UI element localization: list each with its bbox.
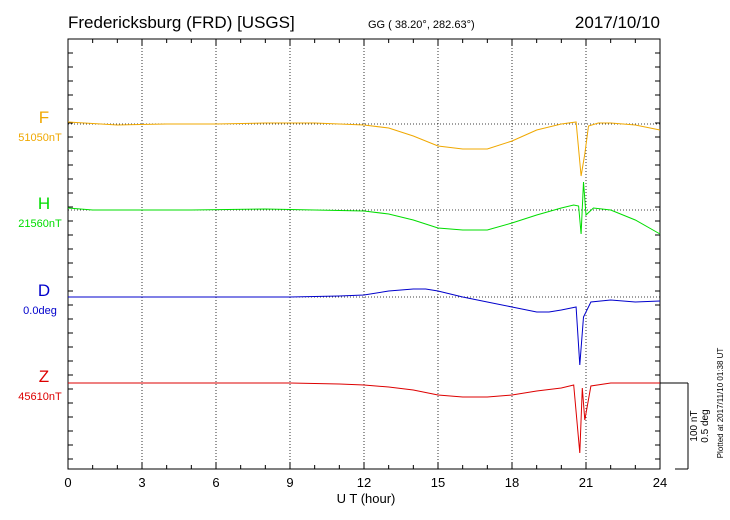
series-labels: F 51050nT H 21560nT D 0.0deg Z 45610nT [18, 108, 62, 403]
series-name-f: F [39, 108, 49, 127]
station-title: Fredericksburg (FRD) [USGS] [68, 13, 295, 32]
series-name-h: H [38, 194, 50, 213]
date-label: 2017/10/10 [575, 13, 660, 32]
series-baseline-z: 45610nT [18, 391, 62, 403]
series-group [67, 121, 661, 454]
scale-nt-label: 100 nT [689, 410, 700, 441]
x-tick-label: 24 [653, 475, 667, 490]
x-tick-label: 3 [138, 475, 145, 490]
series-line-h [67, 181, 661, 235]
x-tick-label: 21 [579, 475, 593, 490]
plotted-at-note: Plotted at 2017/11/10 01:38 UT [716, 348, 725, 459]
x-axis-label: U T (hour) [337, 491, 396, 506]
x-tick-label: 9 [286, 475, 293, 490]
x-tick-label: 12 [357, 475, 371, 490]
series-baseline-d: 0.0deg [23, 305, 57, 317]
series-line-d [68, 288, 661, 366]
series-baseline-h: 21560nT [18, 218, 62, 230]
series-name-z: Z [39, 367, 49, 386]
scale-bar: 100 nT 0.5 deg [660, 382, 711, 470]
x-tick-label: 0 [64, 475, 71, 490]
series-baseline-f: 51050nT [18, 132, 62, 144]
plot-frame [67, 38, 661, 470]
x-tick-label: 15 [431, 475, 445, 490]
series-line-z [68, 382, 660, 454]
axis-ticks: 0 3 6 9 12 15 18 21 24 [64, 39, 667, 490]
series-line-f [67, 121, 661, 177]
grid [68, 39, 660, 469]
x-tick-label: 18 [505, 475, 519, 490]
coords-label: GG ( 38.20°, 282.63°) [368, 19, 475, 31]
x-tick-label: 6 [212, 475, 219, 490]
scale-deg-label: 0.5 deg [700, 409, 711, 442]
series-name-d: D [38, 281, 50, 300]
